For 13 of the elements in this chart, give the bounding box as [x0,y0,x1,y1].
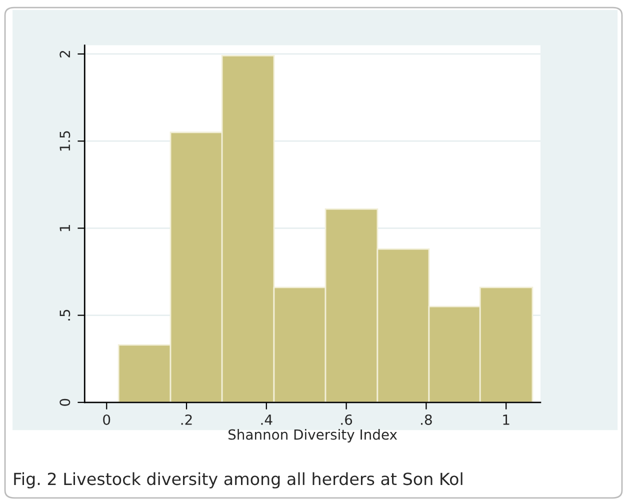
y-tick-label: .5 [60,310,70,320]
y-tick-label: 0 [60,398,70,406]
y-tick-label: 1.5 [60,131,70,151]
x-tick-label: .8 [421,414,432,425]
x-axis-title: Shannon Diversity Index [228,429,398,442]
x-tick-label: 1 [503,414,510,425]
y-tick-label: 2 [60,50,70,58]
y-tick-label: 1 [60,225,70,232]
caption: Fig. 2 Livestock diversity among all herders at Son Kol [14,472,462,488]
x-tick-label: .2 [181,414,192,425]
x-tick-label: .6 [341,414,352,425]
x-tick-label: 0 [103,414,110,425]
x-tick-label: .4 [261,414,272,425]
